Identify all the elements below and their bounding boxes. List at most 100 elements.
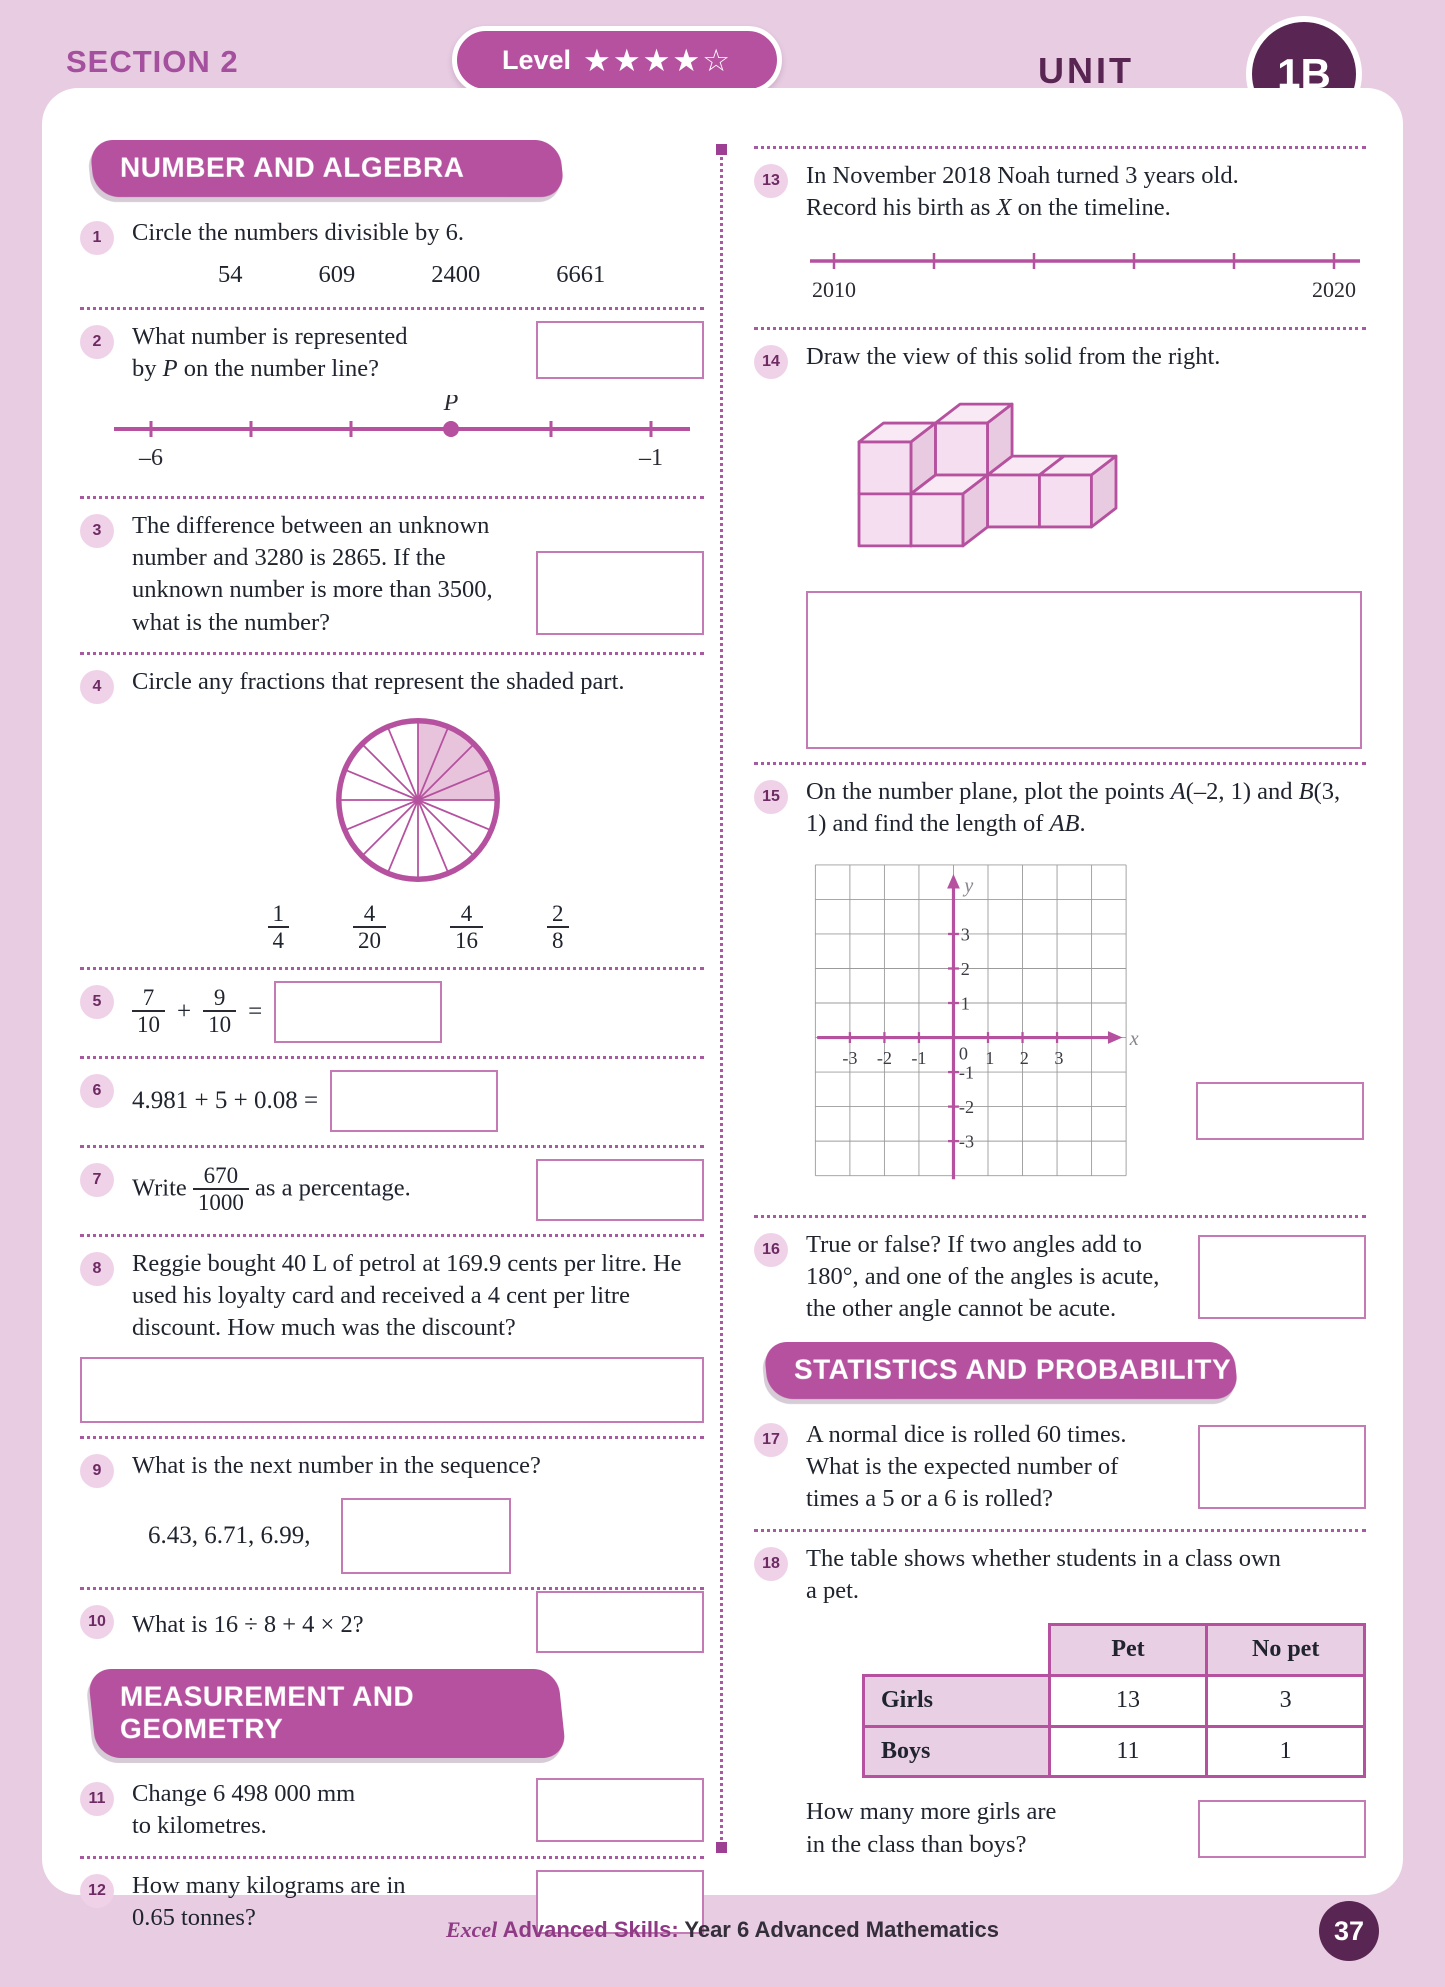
answer-box[interactable] (536, 1869, 704, 1934)
cell-girls-pet: 13 (1047, 1673, 1209, 1728)
section-header-statistics-probability: STATISTICS AND PROBABILITY (763, 1341, 1239, 1399)
question-number-badge: 17 (754, 1422, 788, 1457)
question-10: 10 What is 16 ÷ 8 + 4 × 2? (80, 1590, 704, 1653)
answer-box[interactable] (274, 980, 443, 1043)
question-number-badge: 18 (754, 1546, 788, 1581)
content-card: NUMBER AND ALGEBRA 1 Circle the numbers … (42, 88, 1403, 1934)
dotted-separator (754, 1528, 1366, 1532)
svg-text:2: 2 (961, 959, 970, 979)
question-text: What number is represented by P on the n… (132, 322, 408, 382)
origin-label: 0 (959, 1044, 968, 1064)
timeline-figure[interactable]: 2010 2020 (806, 239, 1366, 305)
option-number[interactable]: 609 (318, 261, 356, 289)
question-text: True or false? If two angles add to 180°… (806, 1230, 1160, 1323)
question-number-badge: 11 (80, 1781, 114, 1816)
answer-box[interactable] (1198, 1799, 1366, 1858)
section-label: SECTION 2 (66, 44, 239, 79)
fraction-option[interactable]: 4 16 (450, 902, 483, 953)
question-text: The table shows whether students in a cl… (806, 1544, 1281, 1604)
dotted-separator (80, 1233, 704, 1237)
question-5: 5 7 10 + 9 10 = (80, 980, 704, 1043)
unit-label: UNIT (1038, 50, 1134, 91)
answer-box[interactable] (330, 1069, 499, 1132)
dotted-separator (754, 761, 1366, 765)
svg-text:2: 2 (1020, 1048, 1029, 1068)
question-number-badge: 1 (80, 221, 114, 255)
dotted-separator (80, 1055, 704, 1059)
fraction-circle-figure (336, 718, 500, 883)
cell-boys-pet: 11 (1047, 1724, 1209, 1779)
number-plane-figure[interactable]: y x 0 3 2 1 -1 -2 -3 -3 -2 -1 1 2 (806, 854, 1170, 1192)
timeline-start-label: 2010 (812, 277, 856, 302)
level-stars-icon: ★★★★☆ (583, 42, 732, 78)
option-number[interactable]: 2400 (431, 261, 481, 289)
question-13: 13 In November 2018 Noah turned 3 years … (754, 160, 1366, 314)
number-options: 54 609 2400 6661 (218, 259, 704, 291)
dotted-separator (80, 651, 704, 655)
question-number-badge: 12 (80, 1873, 114, 1908)
answer-box[interactable] (80, 1356, 704, 1423)
question-12: 12 How many kilograms are in 0.65 tonnes? (80, 1869, 704, 1935)
question-8: 8 Reggie bought 40 L of petrol at 169.9 … (80, 1248, 704, 1423)
answer-box[interactable] (340, 1497, 511, 1574)
answer-box[interactable] (536, 550, 704, 635)
question-1: 1 Circle the numbers divisible by 6. 54 … (80, 217, 704, 294)
svg-text:3: 3 (1054, 1048, 1063, 1068)
table-corner-cell (864, 1625, 1050, 1676)
question-number-badge: 14 (754, 344, 788, 379)
fraction-option[interactable]: 4 20 (353, 902, 386, 953)
question-9: 9 What is the next number in the sequenc… (80, 1450, 704, 1574)
answer-box[interactable] (1196, 1081, 1364, 1140)
sequence-numbers: 6.43, 6.71, 6.99, (148, 1522, 311, 1550)
answer-box[interactable] (1198, 1425, 1366, 1510)
question-text: A normal dice is rolled 60 times. What i… (806, 1420, 1127, 1513)
dotted-separator (80, 1144, 704, 1148)
timeline-end-label: 2020 (1312, 277, 1356, 302)
svg-text:1: 1 (961, 994, 970, 1014)
question-number-badge: 15 (754, 779, 788, 814)
question-number-badge: 4 (80, 669, 114, 704)
level-pill: Level ★★★★☆ (452, 26, 782, 94)
table-row: Boys 11 1 (862, 1724, 1366, 1779)
answer-box[interactable] (536, 1777, 704, 1842)
question-number-badge: 7 (80, 1162, 114, 1197)
point-p-label: P (443, 395, 459, 416)
row-label: Boys (862, 1724, 1051, 1779)
svg-text:-1: -1 (911, 1048, 926, 1068)
question-text: On the number plane, plot the points A(–… (806, 777, 1341, 837)
option-number[interactable]: 54 (218, 261, 243, 289)
question-text: In November 2018 Noah turned 3 years old… (806, 162, 1239, 222)
answer-box[interactable] (536, 1590, 704, 1653)
question-text: Reggie bought 40 L of petrol at 169.9 ce… (132, 1249, 682, 1342)
number-line-figure[interactable]: P –6 –1 (106, 390, 698, 473)
question-16: 16 True or false? If two angles add to 1… (754, 1229, 1366, 1326)
option-number[interactable]: 6661 (556, 261, 606, 289)
question-number-badge: 3 (80, 513, 114, 548)
question-text: How many more girls are in the class than… (806, 1798, 1057, 1858)
dotted-separator (80, 1855, 704, 1859)
cube-solid-figure (857, 403, 1118, 548)
question-text: The difference between an unknown number… (132, 511, 493, 636)
level-label: Level (501, 44, 572, 75)
answer-box[interactable] (536, 320, 704, 379)
y-axis-arrow (947, 874, 960, 889)
right-column: 13 In November 2018 Noah turned 3 years … (754, 128, 1366, 1867)
table-header-pet: Pet (1047, 1623, 1209, 1677)
column-divider (716, 144, 727, 1853)
table-header-no-pet: No pet (1205, 1623, 1366, 1677)
question-3: 3 The difference between an unknown numb… (80, 510, 704, 639)
answer-box[interactable] (536, 1158, 704, 1221)
question-text: Write 670 1000 as a percentage. (132, 1162, 411, 1216)
numline-right-label: –1 (638, 445, 663, 471)
question-4: 4 Circle any fractions that represent th… (80, 666, 704, 954)
answer-box[interactable] (806, 590, 1362, 749)
answer-box[interactable] (1198, 1235, 1366, 1320)
question-14: 14 Draw the view of this solid from the … (754, 341, 1366, 749)
question-number-badge: 8 (80, 1251, 114, 1286)
x-axis-label: x (1129, 1028, 1139, 1050)
svg-text:3: 3 (961, 925, 970, 945)
svg-text:-3: -3 (842, 1048, 857, 1068)
dotted-separator (80, 306, 704, 310)
